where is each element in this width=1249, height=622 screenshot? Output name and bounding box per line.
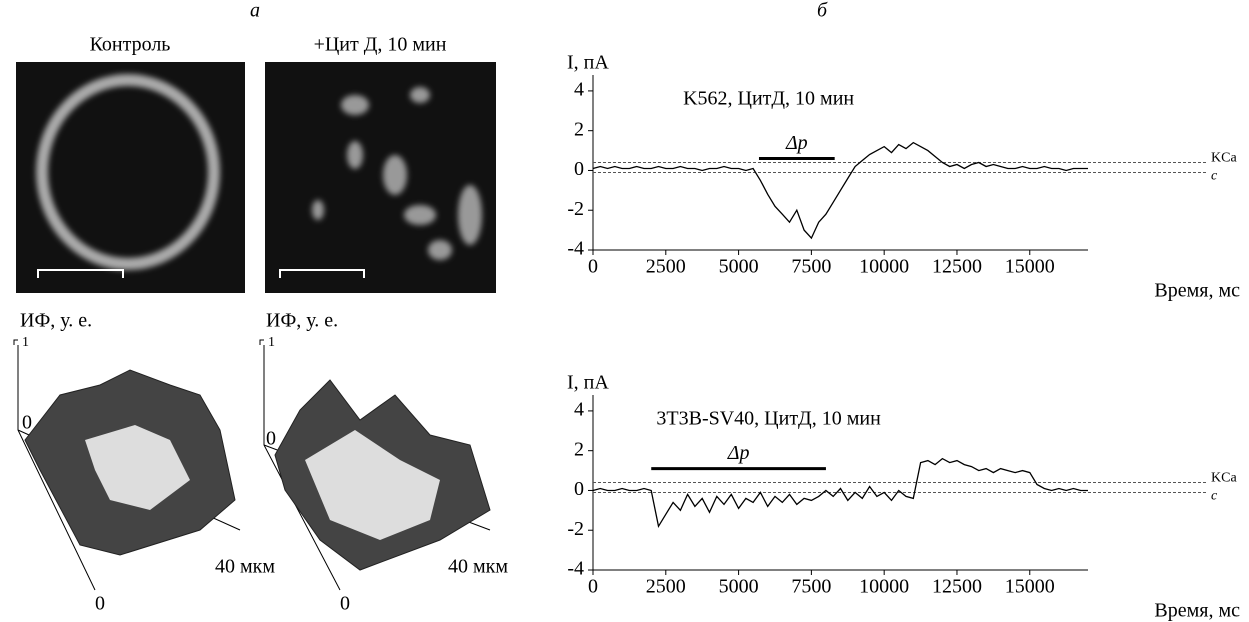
y-tick-label: 2 [574,118,584,140]
micrograph [16,62,245,293]
x-tick-label: 7500 [791,256,831,278]
surface-center [85,425,190,510]
scale-bar [37,269,124,278]
x-tick-label: 2500 [646,256,686,278]
x-tick-label: 0 [588,256,598,278]
surface-center [305,430,440,540]
y-tick-label: 4 [574,79,584,101]
x-tick-label: 12500 [932,576,982,598]
x-origin: 0 [340,593,350,615]
annotation-title: K562, ЦитД, 10 мин [683,88,854,110]
cell-ring [36,74,220,270]
axes-3d [13,339,18,345]
micrograph [265,62,496,293]
image-title: Контроль [90,34,171,56]
reference-label: KCa [1211,151,1237,166]
y-tick-label: -4 [567,558,584,580]
trace [592,457,1088,529]
z-tick: 1 [22,335,29,350]
y-axis-label: I, пА [567,52,609,74]
axes-3d [259,339,264,345]
x-axis-label: Время, мс [1154,600,1240,622]
cell-blobs [312,87,482,260]
delta-label: Δp [785,132,808,154]
z-tick: 1 [268,335,275,350]
y-tick-label: 0 [574,158,584,180]
image-background [265,62,496,293]
x-tick-label: 7500 [791,576,831,598]
y-axis-label: I, пА [567,372,609,394]
y-tick-label: -2 [567,518,584,540]
y-tick-label: 0 [574,478,584,500]
panel-letter: а [250,0,260,22]
delta-label: Δp [727,442,750,464]
z-label: ИФ, у. е. [266,310,338,332]
scale-bar [279,269,365,278]
annotation-title: 3T3B-SV40, ЦитД, 10 мин [656,408,881,430]
x-tick-label: 10000 [859,576,909,598]
y-tick-label: 2 [574,438,584,460]
x-extent: 40 мкм [448,556,508,578]
z-label: ИФ, у. е. [20,310,92,332]
x-tick-label: 15000 [1005,576,1055,598]
surface-plot: ИФ, у. е. 1 0 0 40 мкм [13,310,275,615]
panel-letter: б [817,0,828,22]
reference-label: c [1211,489,1218,504]
image-title: +Цит Д, 10 мин [314,34,447,56]
reference-label: KCa [1211,471,1237,486]
y-tick-label: -2 [567,198,584,220]
x-tick-label: 10000 [859,256,909,278]
x-tick-label: 5000 [719,256,759,278]
surface-plot: ИФ, у. е. 1 0 0 40 мкм [259,310,508,615]
x-origin: 0 [95,593,105,615]
y-tick-label: 4 [574,399,584,421]
x-tick-label: 12500 [932,256,982,278]
image-background [16,62,245,293]
z-tick: 0 [22,412,32,434]
y-tick-label: -4 [567,238,584,260]
reference-label: c [1211,169,1218,184]
x-tick-label: 0 [588,576,598,598]
trace [592,141,1088,240]
x-extent: 40 мкм [215,556,275,578]
x-axis-label: Время, мс [1154,280,1240,302]
x-tick-label: 5000 [719,576,759,598]
x-tick-label: 15000 [1005,256,1055,278]
x-tick-label: 2500 [646,576,686,598]
z-tick: 0 [266,428,276,450]
